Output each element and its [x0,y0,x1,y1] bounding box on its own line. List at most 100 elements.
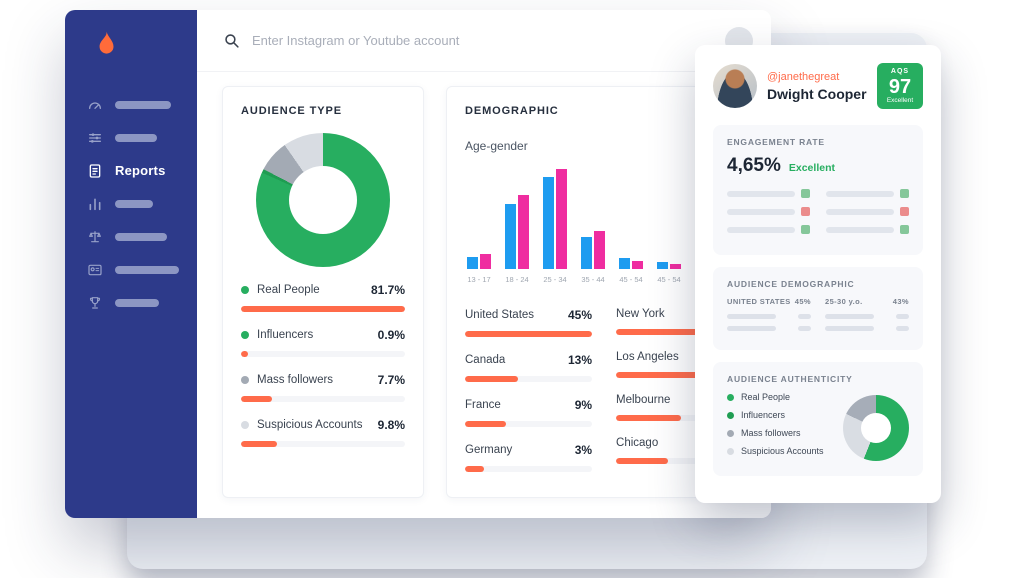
placeholder-row [826,207,909,216]
sidebar-item-placeholder-7[interactable] [65,286,197,319]
stat-value: 81.7% [370,283,405,297]
progress-track [465,421,593,427]
age-tick-label: 45 - 54 [619,275,643,284]
stat-label: Los Angeles [616,351,679,363]
profile-summary-card: @janethegreat Dwight Cooper AQS 97 Excel… [695,45,941,503]
authenticity-donut-chart [843,395,909,461]
sidebar-item-placeholder-4[interactable] [65,187,197,220]
stat-row-labels: Germany 3% [465,443,592,457]
progress-fill [241,306,405,312]
progress-track [465,331,593,337]
legend-item: Suspicious Accounts [727,446,824,456]
progress-track [241,396,405,402]
profile-avatar [713,64,757,108]
audience-authenticity-title: AUDIENCE AUTHENTICITY [727,374,853,384]
progress-track [616,458,752,464]
bar-pair [505,169,529,269]
stat-label: Suspicious Accounts [257,419,363,431]
aqs-value: 97 [888,75,912,98]
age-tick-label: 13 - 17 [467,275,491,284]
stat-row-labels: France 9% [465,398,592,412]
placeholder-bar [727,226,795,233]
placeholder-bar [826,226,894,233]
bar-pair [543,169,567,269]
sidebar-placeholder-bar [115,265,179,274]
stat-row-labels: United States 45% [465,308,592,322]
legend-item: Mass followers [727,428,824,438]
audience-authenticity-content: Real People Influencers Mass followers Susp… [727,392,909,464]
stat-row-labels: Suspicious Accounts 9.8% [241,418,405,432]
search-icon [223,32,240,49]
audience-demographic-block: AUDIENCE DEMOGRAPHIC UNITED STATES 45% 25-… [713,267,923,350]
stat-label: Melbourne [616,394,671,406]
stat-value: 13% [568,353,593,367]
age-group: 25 - 34 [543,169,567,284]
progress-fill [616,372,698,378]
stat-label: Canada [465,354,506,366]
sidebar: Reports [65,10,197,518]
male-bar [619,258,630,269]
flame-logo-icon[interactable] [93,30,119,60]
stat-label: France [465,399,501,411]
stat-label: New York [616,308,665,320]
progress-fill [465,466,485,472]
progress-fill [465,376,519,382]
age-tick-label: 35 - 44 [581,275,605,284]
female-bar [670,264,681,269]
legend-label: Mass followers [741,428,801,438]
legend-dot [727,411,734,419]
sidebar-menu: Reports [65,88,197,319]
progress-fill [616,458,668,464]
profile-handle-link[interactable]: @janethegreat [767,70,840,83]
status-square [801,207,810,216]
stat-row: France 9% [465,398,593,427]
stat-row: Real People 81.7% [241,283,405,312]
sidebar-item-label: Reports [115,163,166,178]
status-square [900,225,909,234]
stat-label: Germany [465,444,513,456]
engagement-rate-block: ENGAGEMENT RATE 4,65% Excellent [713,125,923,255]
stat-label: Real People [257,284,320,296]
sidebar-item-placeholder-5[interactable] [65,220,197,253]
search-input[interactable] [252,33,725,48]
placeholder-bar [727,190,795,197]
placeholder-row [727,189,810,198]
legend-dot [727,393,734,401]
app-window: Reports AUDIENCE TYPE Real People 81.7% In… [65,10,771,518]
placeholder-row [826,225,909,234]
content-area: AUDIENCE TYPE Real People 81.7% Influencer… [197,72,771,518]
sidebar-item-placeholder-2[interactable] [65,121,197,154]
demographic-col: UNITED STATES 45% [727,297,811,338]
age-tick-label: 25 - 34 [543,275,567,284]
topbar [197,10,771,72]
age-group: 45 - 54 [657,169,681,284]
sidebar-item-placeholder-6[interactable] [65,253,197,286]
engagement-rate-title: ENGAGEMENT RATE [727,137,825,147]
stat-row-labels: Mass followers 7.7% [241,373,405,387]
progress-fill [241,396,273,402]
progress-track [465,376,593,382]
placeholder-bar [826,190,894,197]
audience-type-legend: Real People 81.7% Influencers 0.9% Mass foll… [241,283,405,447]
female-bar [594,231,605,269]
stat-row-labels: Chicago [616,437,752,449]
male-bar [543,177,554,269]
stat-row-labels: Influencers 0.9% [241,328,405,342]
female-bar [480,254,491,269]
stat-value: 0.9% [377,328,405,342]
sidebar-item-placeholder-1[interactable] [65,88,197,121]
sidebar-item-reports[interactable]: Reports [65,154,197,187]
demographic-col-label: UNITED STATES [727,297,791,306]
status-square [900,207,909,216]
sliders-icon [87,130,103,146]
audience-demographic-title: AUDIENCE DEMOGRAPHIC [727,279,855,289]
age-group: 13 - 17 [467,169,491,284]
sidebar-placeholder-bar [115,100,171,109]
placeholder-bar-small [797,326,811,331]
stat-label: Mass followers [257,374,334,386]
placeholder-row [826,189,909,198]
stat-value: 9.8% [377,418,405,432]
female-bar [518,195,529,269]
progress-track [241,351,405,357]
placeholder-bar-small [895,326,909,331]
